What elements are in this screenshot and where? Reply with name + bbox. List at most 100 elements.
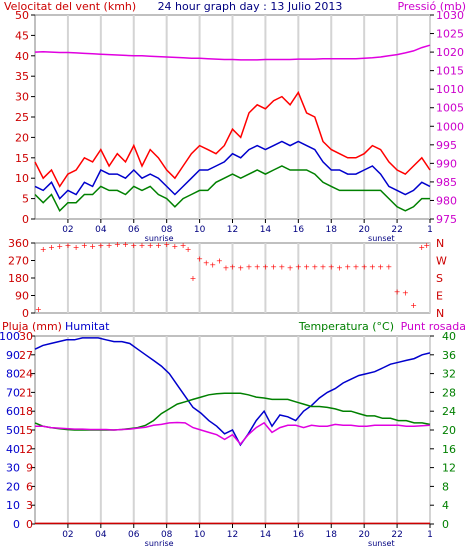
direction-point: +	[394, 288, 401, 297]
direction-point: +	[122, 240, 129, 249]
wind-ytick-label: 50	[15, 9, 29, 22]
hum-ytick-label: 0	[13, 518, 20, 531]
direction-point: +	[270, 262, 277, 271]
temp-ytick-label: 4	[442, 499, 449, 512]
temp-ytick-label: 28	[442, 386, 456, 399]
series-avg-line	[34, 165, 430, 213]
direction-point: +	[155, 241, 162, 250]
direction-point: +	[185, 245, 192, 254]
direction-point: +	[180, 241, 187, 250]
rain-ytick-label: 15	[19, 424, 33, 437]
series-gust-line	[34, 90, 431, 188]
wind-xtick-label: 18	[326, 225, 338, 235]
pressure-ytick-label: 1000	[436, 120, 464, 133]
wind-xtick-label: 22	[391, 225, 402, 235]
wind-ytick-label: 5	[22, 193, 29, 206]
hum-ytick-label: 90	[6, 349, 20, 362]
pressure-ytick-label: 1020	[436, 46, 464, 59]
rain-ytick-label: 9	[26, 462, 33, 475]
temp-xtick-label: 18	[326, 530, 338, 540]
wind-sunrise-label: sunrise	[145, 234, 174, 243]
wind-axis-title: Velocitat del vent (kmh)	[4, 0, 136, 13]
direction-point: +	[223, 263, 230, 272]
hum-ytick-label: 70	[6, 386, 20, 399]
direction-point: +	[163, 240, 170, 249]
wind-ytick-label: 0	[22, 213, 29, 226]
rain-ytick-label: 12	[19, 443, 33, 456]
direction-point: +	[65, 241, 72, 250]
pressure-ytick-label: 995	[436, 139, 457, 152]
direction-point: +	[48, 243, 55, 252]
direction-point: +	[196, 255, 203, 264]
pressure-ytick-label: 980	[436, 194, 457, 207]
temp-sunrise-label: sunrise	[145, 539, 174, 548]
temp-xtick-label: 20	[358, 530, 370, 540]
direction-point: +	[320, 262, 327, 271]
direction-point: +	[106, 241, 113, 250]
rain-ytick-label: 18	[19, 405, 33, 418]
wind-xtick-label: 20	[358, 225, 370, 235]
wind-xtick-label: 02	[62, 225, 73, 235]
direction-point: +	[410, 301, 417, 310]
wind-ytick-label: 10	[15, 172, 29, 185]
direction-point: +	[237, 263, 244, 272]
hum-ytick-label: 30	[6, 462, 20, 475]
temp-ytick-label: 12	[442, 462, 456, 475]
series-wind-line	[34, 140, 431, 200]
temp-xtick-label: 10	[194, 530, 206, 540]
pressure-ytick-label: 1025	[436, 28, 464, 41]
direction-point: +	[328, 262, 335, 271]
direction-point: +	[190, 274, 197, 283]
wind-ytick-label: 25	[15, 111, 29, 124]
direction-point: +	[369, 262, 376, 271]
direction-point: +	[386, 262, 393, 271]
temp-xtick-label: 16	[293, 530, 305, 540]
series-hum-line	[34, 337, 431, 447]
temp-xtick-label: 06	[128, 530, 140, 540]
direction-point: +	[89, 242, 96, 251]
direction-ytick-label: 90	[15, 290, 29, 303]
rain-ytick-label: 30	[19, 330, 33, 343]
direction-point: +	[40, 245, 47, 254]
direction-point: +	[73, 243, 80, 252]
direction-point: +	[229, 262, 236, 271]
direction-point: +	[423, 241, 430, 250]
direction-point: +	[311, 262, 318, 271]
pressure-ytick-label: 1005	[436, 102, 464, 115]
temp-xtick-label: 22	[391, 530, 402, 540]
hum-ytick-label: 10	[6, 499, 20, 512]
temp-xtick-label: 08	[161, 530, 173, 540]
wind-ytick-label: 35	[15, 70, 29, 83]
pressure-ytick-label: 985	[436, 176, 457, 189]
direction-point: +	[402, 289, 409, 298]
rain-ytick-label: 0	[26, 518, 33, 531]
direction-point: +	[295, 262, 302, 271]
rain-ytick-label: 6	[26, 480, 33, 493]
hum-axis-title: Humitat	[65, 320, 110, 333]
wind-ytick-label: 45	[15, 29, 29, 42]
pressure-ytick-label: 975	[436, 213, 457, 226]
direction-point: +	[139, 241, 146, 250]
direction-compass-label: N	[436, 237, 444, 250]
temp-ytick-label: 24	[442, 405, 456, 418]
direction-point: +	[254, 262, 261, 271]
hum-ytick-label: 100	[0, 330, 20, 343]
wind-ytick-label: 40	[15, 50, 29, 63]
direction-point: +	[130, 241, 137, 250]
chart-title: 24 hour graph day : 13 Julio 2013	[158, 0, 343, 13]
pressure-ytick-label: 1010	[436, 83, 464, 96]
pressure-ytick-label: 1030	[436, 9, 464, 22]
direction-compass-label: N	[436, 307, 444, 320]
temp-ytick-label: 0	[442, 518, 449, 531]
direction-point: +	[246, 262, 253, 271]
rain-ytick-label: 21	[19, 386, 33, 399]
temp-ytick-label: 40	[442, 330, 456, 343]
wind-xtick-label: 1	[427, 225, 433, 235]
rain-ytick-label: 3	[26, 499, 33, 512]
wind-ytick-label: 15	[15, 152, 29, 165]
direction-point: +	[361, 262, 368, 271]
direction-point: +	[56, 242, 63, 251]
direction-point: +	[209, 260, 216, 269]
